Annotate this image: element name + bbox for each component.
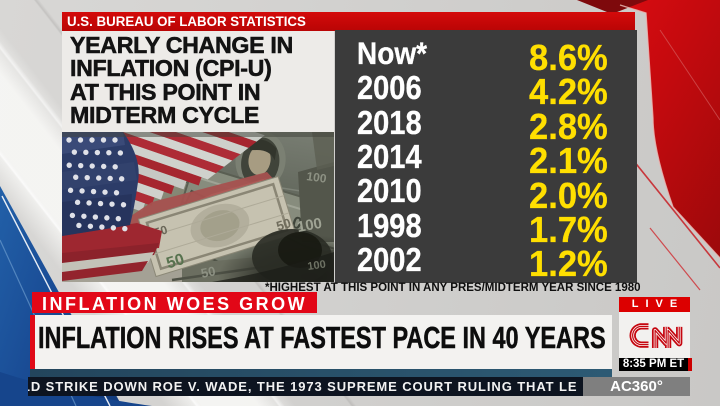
svg-text:100: 100 <box>307 259 327 273</box>
svg-text:100: 100 <box>296 215 324 236</box>
svg-text:50: 50 <box>164 251 186 272</box>
svg-text:100: 100 <box>306 169 328 186</box>
svg-text:50: 50 <box>200 263 217 281</box>
